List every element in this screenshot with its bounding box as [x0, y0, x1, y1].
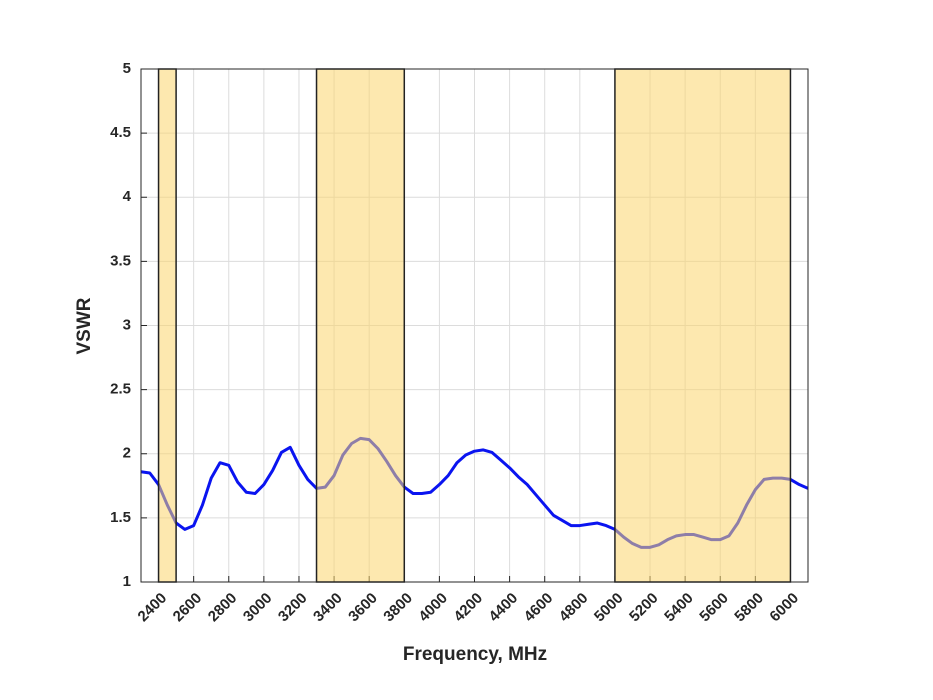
y-tick-label: 4: [123, 188, 132, 205]
y-tick-label: 1: [123, 573, 131, 590]
x-axis-label: Frequency, MHz: [403, 644, 547, 665]
y-tick-label: 2.5: [110, 381, 131, 398]
y-tick-label: 1.5: [110, 509, 131, 526]
y-axis-label: VSWR: [74, 297, 95, 354]
y-tick-label: 4.5: [110, 124, 131, 141]
y-tick-label: 3.5: [110, 252, 131, 269]
y-tick-label: 5: [123, 60, 131, 77]
highlight-band: [157, 68, 177, 583]
highlight-band: [614, 68, 792, 583]
y-tick-label: 2: [123, 445, 131, 462]
y-tick-label: 3: [123, 316, 131, 333]
highlight-band: [315, 68, 406, 583]
plot-frame: [140, 68, 809, 583]
